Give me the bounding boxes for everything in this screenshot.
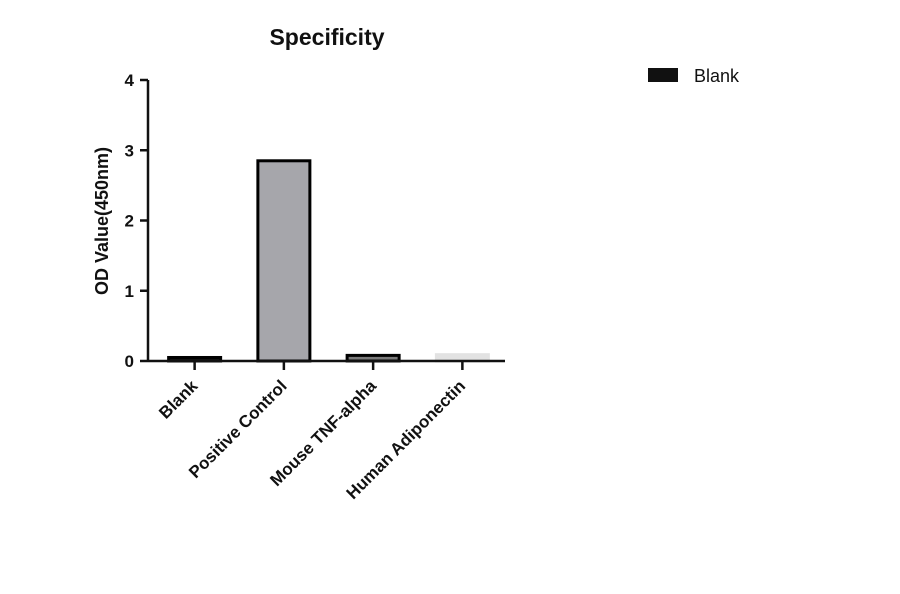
bars-group bbox=[167, 159, 490, 363]
y-ticks-group: 0 1 2 3 4 bbox=[125, 71, 148, 371]
x-tick-label: Blank bbox=[155, 376, 202, 423]
chart-title: Specificity bbox=[269, 24, 384, 50]
y-tick-label: 4 bbox=[125, 71, 135, 90]
y-tick-label: 3 bbox=[125, 141, 134, 160]
axes-group bbox=[146, 80, 505, 363]
x-tick-label: Positive Control bbox=[185, 376, 291, 482]
y-tick-label: 2 bbox=[125, 212, 134, 231]
y-tick-label: 0 bbox=[125, 352, 134, 371]
legend-swatch bbox=[648, 68, 678, 82]
bar-positive-control bbox=[256, 159, 312, 363]
y-tick-label: 1 bbox=[125, 282, 134, 301]
legend: Blank bbox=[648, 66, 740, 86]
legend-label: Blank bbox=[694, 66, 740, 86]
y-axis-label: OD Value(450nm) bbox=[92, 147, 112, 295]
